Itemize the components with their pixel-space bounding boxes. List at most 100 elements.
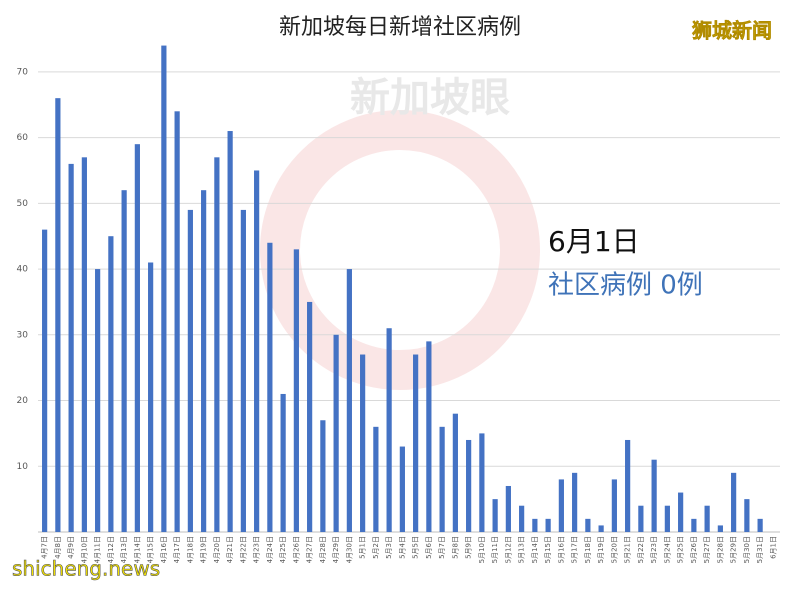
x-tick-label: 5月31日	[756, 536, 764, 563]
x-tick-label: 4月9日	[67, 536, 75, 559]
source: 狮城新闻	[692, 19, 772, 43]
x-tick-label: 5月6日	[425, 536, 433, 559]
bar	[691, 518, 697, 532]
bar	[95, 269, 101, 532]
bar	[717, 525, 723, 532]
x-tick-label: 5月10日	[478, 536, 486, 563]
bar	[307, 301, 313, 532]
bar	[532, 518, 538, 532]
x-tick-label: 4月10日	[80, 536, 88, 563]
bar	[55, 98, 61, 532]
bar	[399, 446, 405, 532]
x-tick-label: 5月18日	[584, 536, 592, 563]
bar	[664, 505, 670, 532]
x-tick-label: 5月19日	[597, 536, 605, 563]
x-tick-label: 5月21日	[624, 536, 632, 563]
x-tick-label: 5月28日	[716, 536, 724, 563]
x-tick-label: 4月17日	[173, 536, 181, 563]
bar	[572, 472, 578, 532]
y-tick-label: 10	[17, 462, 29, 472]
x-tick-label: 5月25日	[677, 536, 685, 563]
y-tick-label: 50	[17, 199, 29, 209]
x-tick-label: 4月16日	[160, 536, 168, 563]
x-tick-label: 5月20日	[610, 536, 618, 563]
y-tick-label: 30	[17, 330, 29, 340]
x-tick-label: 5月4日	[398, 536, 406, 559]
bar	[611, 479, 617, 532]
bar	[386, 328, 392, 532]
x-tick-label: 4月7日	[41, 536, 49, 559]
x-tick-label: 4月30日	[345, 536, 353, 563]
bar	[452, 413, 458, 532]
x-tick-label: 5月1日	[359, 536, 367, 559]
bar	[174, 111, 180, 532]
x-tick-label: 4月14日	[133, 536, 141, 563]
bar	[134, 144, 140, 532]
bar	[81, 157, 87, 532]
bar	[492, 499, 498, 532]
bar	[320, 420, 326, 532]
x-tick-label: 5月27日	[703, 536, 711, 563]
x-tick-label: 4月15日	[147, 536, 155, 563]
x-tick-label: 4月26日	[292, 536, 300, 563]
x-tick-label: 5月15日	[544, 536, 552, 563]
x-tick-label: 5月14日	[531, 536, 539, 563]
bar	[651, 459, 657, 532]
watermark: 新加坡眼	[350, 75, 510, 121]
bar	[545, 518, 551, 532]
x-tick-label: 5月5日	[412, 536, 420, 559]
bar	[42, 229, 48, 533]
x-tick-label: 5月26日	[690, 536, 698, 563]
bar	[68, 163, 74, 533]
x-tick-label: 5月2日	[372, 536, 380, 559]
x-tick-label: 4月19日	[200, 536, 208, 563]
bar	[214, 157, 220, 532]
bar	[466, 439, 472, 532]
x-tick-label: 5月22日	[637, 536, 645, 563]
bar	[731, 472, 737, 532]
x-tick-label: 4月22日	[239, 536, 247, 563]
x-tick-label: 4月13日	[120, 536, 128, 563]
bar	[744, 499, 750, 532]
bar	[360, 354, 366, 532]
x-tick-label: 5月9日	[465, 536, 473, 559]
watermark-ring	[260, 110, 540, 390]
annotation-date: 6月1日	[548, 225, 640, 258]
x-tick-label: 5月29日	[730, 536, 738, 563]
y-tick-label: 40	[17, 265, 29, 275]
x-tick-label: 5月24日	[663, 536, 671, 563]
bar	[598, 525, 604, 532]
bar	[585, 518, 591, 532]
bar	[346, 269, 352, 532]
bar	[704, 505, 710, 532]
chart-title: 新加坡每日新增社区病例	[279, 15, 521, 40]
x-tick-label: 5月12日	[504, 536, 512, 563]
x-tick-label: 4月21日	[226, 536, 234, 563]
y-tick-label: 20	[17, 396, 29, 406]
bar	[293, 249, 299, 532]
y-tick-label: 70	[17, 67, 29, 77]
x-tick-label: 5月23日	[650, 536, 658, 563]
x-tick-label: 6月1日	[769, 536, 777, 559]
x-tick-label: 5月7日	[438, 536, 446, 559]
annotation-text: 社区病例 0例	[548, 271, 703, 301]
x-tick-label: 4月24日	[266, 536, 274, 563]
bar	[161, 45, 167, 532]
bar	[187, 209, 193, 532]
x-tick-label: 5月3日	[385, 536, 393, 559]
x-tick-label: 4月27日	[306, 536, 314, 563]
bar	[148, 262, 154, 532]
bar	[201, 190, 207, 533]
bar	[638, 505, 644, 532]
bar	[280, 393, 286, 532]
x-tick-label: 5月16日	[557, 536, 565, 563]
x-tick-label: 5月11日	[491, 536, 499, 563]
bar	[479, 433, 485, 532]
x-tick-label: 4月8日	[54, 536, 62, 559]
site: shicheng.news	[12, 557, 160, 581]
x-tick-label: 5月30日	[743, 536, 751, 563]
bar	[678, 492, 684, 532]
x-tick-label: 4月29日	[332, 536, 340, 563]
bar	[267, 242, 273, 533]
